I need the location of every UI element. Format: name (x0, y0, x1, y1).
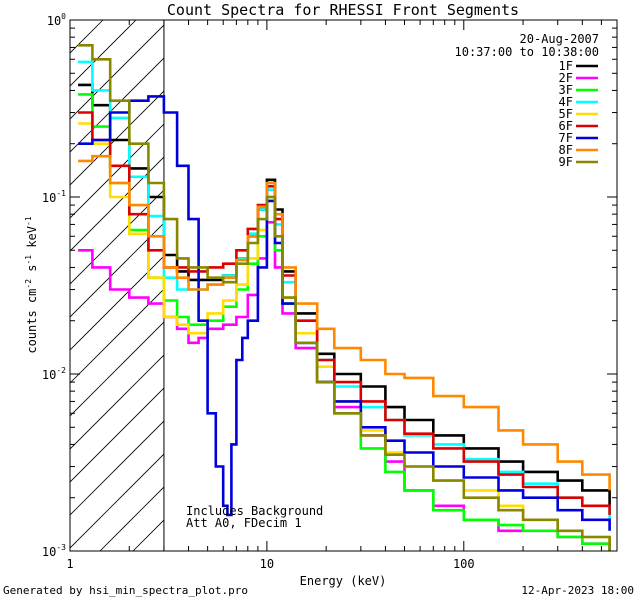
footer-generated-by: Generated by hsi_min_spectra_plot.pro (3, 584, 248, 597)
hatch-line (70, 189, 164, 285)
footer-timestamp: 12-Apr-2023 18:00 (521, 584, 634, 597)
legend-label-9F: 9F (559, 155, 573, 169)
legend-label-3F: 3F (559, 83, 573, 97)
series-line-8F (78, 154, 611, 491)
date-label: 20-Aug-2007 (520, 32, 599, 46)
series-line-7F (78, 95, 611, 531)
annotation-background: Includes Background (186, 504, 323, 518)
series-line-5F (78, 122, 611, 544)
y-tick-label: 10-3 (42, 543, 66, 559)
legend-label-6F: 6F (559, 119, 573, 133)
legend-label-5F: 5F (559, 107, 573, 121)
series-group (78, 44, 611, 551)
hatch-line (562, 20, 640, 551)
series-line-4F (78, 60, 611, 520)
chart-title: Count Spectra for RHESSI Front Segments (167, 1, 519, 19)
hatch-line (70, 57, 164, 153)
hatch-line (70, 255, 164, 351)
x-tick-label: 1 (66, 557, 73, 571)
hatched-region (70, 20, 640, 551)
annotation-attenuator: Att A0, FDecim 1 (186, 516, 302, 530)
series-line-9F (78, 44, 611, 551)
x-tick-label: 10 (260, 557, 274, 571)
y-tick-label: 10-1 (42, 189, 66, 205)
legend-label-4F: 4F (559, 95, 573, 109)
hatch-line (70, 24, 164, 120)
y-tick-label: 100 (47, 12, 66, 28)
legend-label-2F: 2F (559, 71, 573, 85)
plot-frame (69, 19, 618, 552)
hatch-line (199, 20, 640, 551)
hatch-line (70, 156, 164, 252)
time-range-label: 10:37:00 to 10:38:00 (455, 45, 600, 59)
y-axis: 100 10-1 10-2 10-3 (42, 12, 617, 559)
hatch-line (232, 20, 640, 551)
x-axis: 1 10 100 (66, 20, 618, 571)
hatch-line (70, 387, 164, 483)
series-line-6F (78, 111, 611, 515)
hatch-line (70, 20, 71, 21)
legend-label-1F: 1F (559, 59, 573, 73)
hatch-line (265, 20, 640, 551)
hatch-line (70, 20, 104, 54)
legend-label-8F: 8F (559, 143, 573, 157)
legend-label-7F: 7F (559, 131, 573, 145)
hatch-line (70, 354, 164, 450)
y-tick-label: 10-2 (42, 366, 66, 382)
x-axis-label: Energy (keV) (300, 574, 387, 588)
hatch-line (70, 420, 164, 516)
hatch-line (70, 453, 164, 549)
hatch-line (331, 20, 640, 551)
hatch-line (298, 20, 640, 551)
hatch-line (70, 222, 164, 318)
x-tick-label: 100 (453, 557, 475, 571)
y-axis-label: counts cm-2 s-1 keV-1 (24, 216, 39, 353)
hatch-line (628, 20, 640, 551)
hatch-line (70, 90, 164, 186)
